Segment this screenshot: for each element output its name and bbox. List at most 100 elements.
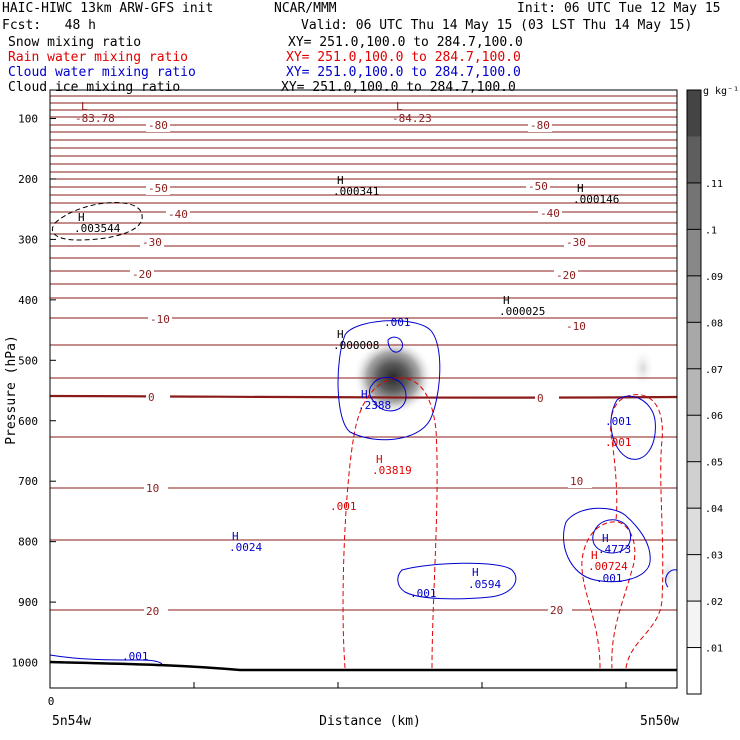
contour-label: .001 [410,587,437,600]
low-marker: L [396,100,403,113]
colorbar-swatch [687,415,701,463]
isotherm [50,171,677,173]
rain-contour [342,377,438,669]
rain-contours [342,377,664,669]
colorbar-swatch [687,461,701,509]
isotherm [50,211,677,213]
field-cloudice-xy: XY= 251.0,100.0 to 284.7,100.0 [281,80,516,95]
colorbar: .01 .02 .03 .04 .05 .06 .07 .08 .09 .1 .11 [686,89,723,695]
snow-minor [658,553,677,597]
isotherm-label-bg [146,119,170,132]
colorbar-swatch [687,229,701,277]
colorbar-label: .11 [705,179,723,190]
isotherm-label-bg [568,475,592,488]
y-tick-label: 400 [18,294,38,307]
colorbar-swatch [687,136,701,184]
colorbar-label: .01 [705,644,723,655]
high-value: .000025 [499,305,545,318]
isotherm-label: 20 [550,604,563,617]
isotherm [50,109,677,111]
colorbar-frame [686,89,702,695]
isotherm [50,539,677,541]
isotherm [50,178,677,180]
y-tick-label: 1000 [12,657,39,670]
cloud-contour [49,654,163,665]
header-org: NCAR/MMM [274,1,337,16]
colorbar-label: .02 [705,597,723,608]
isotherm-label-bg [528,119,552,132]
cloud-contour [665,569,678,588]
colorbar-swatch [687,275,701,323]
isotherm [50,436,677,438]
isotherm [50,186,677,188]
isotherm [50,317,677,319]
isotherm [50,233,677,235]
y-tick-label: 500 [18,354,38,367]
header-valid: Valid: 06 UTC Thu 14 May 15 (03 LST Thu … [301,18,693,33]
high-marker: H [472,566,479,579]
isotherm-label: -10 [150,313,170,326]
contour-label: .001 [384,316,411,329]
field-snow-xy: XY= 251.0,100.0 to 284.7,100.0 [288,35,523,50]
isotherm-label: -30 [142,236,162,249]
isotherm-label-bg [535,392,559,405]
high-value: .0594 [468,578,501,591]
high-value: .003544 [74,222,121,235]
terrain-line [49,660,677,672]
high-value: .000341 [333,185,379,198]
header-init: Init: 06 UTC Tue 12 May 15 [517,1,721,16]
y-tick-label: 600 [18,415,38,428]
isotherm [50,124,677,126]
isotherm-label-bg [564,320,588,333]
isotherm-label-bg [166,208,190,221]
low-value: -84.23 [392,112,432,125]
contour-label: .001 [605,415,632,428]
isotherm [50,95,677,97]
colorbar-label: .04 [705,504,723,515]
cloud-contour [387,336,404,353]
high-marker: H [503,294,510,307]
plot-frame [49,89,678,689]
colorbar-swatch [687,368,701,416]
snow-maximum [353,339,433,415]
high-marker: H [591,549,598,562]
isotherm [50,163,677,165]
colorbar-label: .06 [705,411,723,422]
high-marker: H [337,174,344,187]
rain-contour [610,394,664,669]
isotherm-zero [50,394,677,399]
isotherm-label-bg [564,236,588,249]
y-axis-label: Pressure (hPa) [4,335,19,445]
isotherm [50,147,677,149]
colorbar-label: .1 [705,225,717,236]
y-tick-label: 700 [18,475,38,488]
field-snow-name: Snow mixing ratio [8,35,142,50]
high-value: .00724 [588,560,628,573]
isotherm [50,487,677,489]
colorbar-label: .08 [705,318,723,329]
isotherm [50,222,677,224]
isotherm-label-bg [526,180,550,193]
isotherm-label-bg [146,182,170,195]
isotherm-label-bg [548,604,572,617]
isotherm-label: -80 [530,119,550,132]
y-tick-label: 300 [18,233,38,246]
isotherm-label-bg [130,268,154,281]
isotherm [50,194,677,196]
isotherm [50,297,677,299]
field-cloudwater-xy: XY= 251.0,100.0 to 284.7,100.0 [286,65,521,80]
high-value: .000146 [573,193,619,206]
isotherm [50,155,677,157]
high-marker: H [232,530,239,543]
high-marker: H [337,328,344,341]
field-rain-xy: XY= 251.0,100.0 to 284.7,100.0 [286,50,521,65]
high-marker: H [577,182,584,195]
colorbar-swatch [687,182,701,230]
cloud-contour [592,519,632,554]
low-marker: L [81,100,88,113]
colorbar-swatch [687,647,701,695]
isotherm-label-bg [148,313,172,326]
colorbar-label: .03 [705,551,723,562]
cloud-water-contours [49,320,678,665]
